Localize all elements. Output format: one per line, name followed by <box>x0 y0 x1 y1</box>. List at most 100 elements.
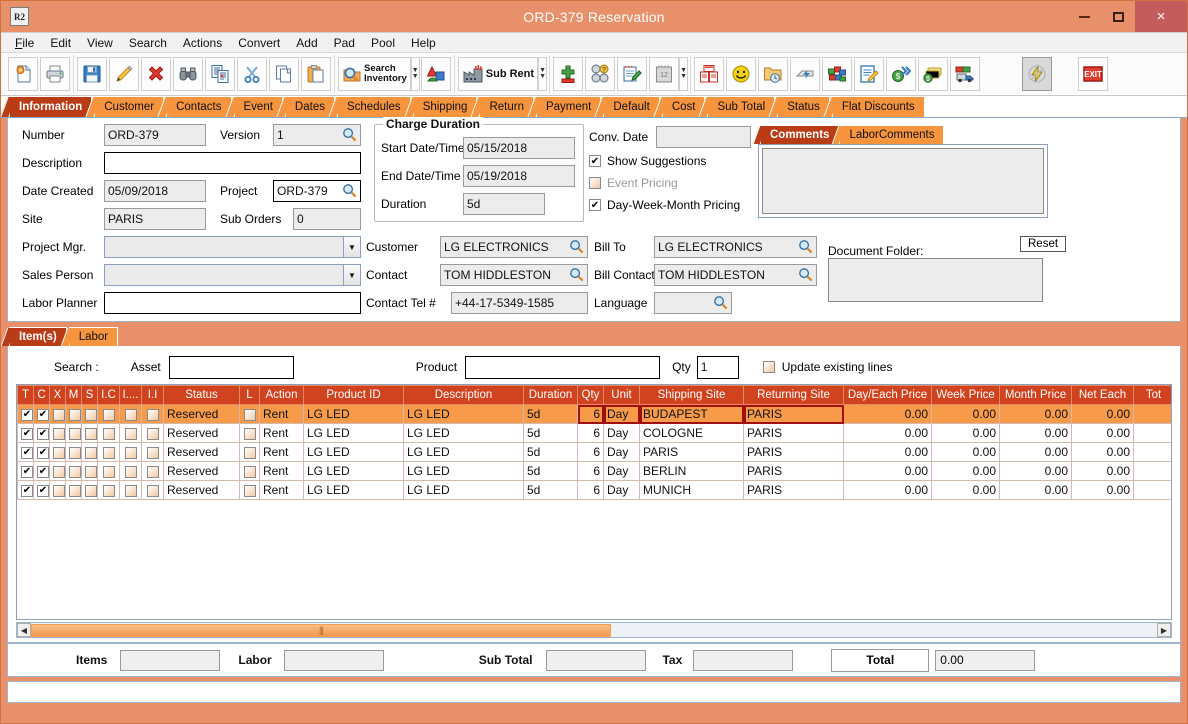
cell-week-price[interactable]: 0.00 <box>931 461 1000 481</box>
cell-net-each[interactable]: 0.00 <box>1071 442 1134 462</box>
col-action[interactable]: Action <box>259 385 304 405</box>
show-suggestions-row[interactable]: Show Suggestions <box>589 154 706 168</box>
customer-field[interactable]: LG ELECTRONICS <box>440 236 588 258</box>
cell-day-each-price[interactable]: 0.00 <box>843 442 932 462</box>
cell-net-each[interactable]: 0.00 <box>1071 461 1134 481</box>
tab-return[interactable]: Return <box>479 96 534 117</box>
edit-form-button[interactable] <box>854 57 885 91</box>
cell-total[interactable] <box>1133 423 1171 443</box>
maximize-button[interactable] <box>1101 1 1135 32</box>
notes-button[interactable] <box>617 57 648 91</box>
items-total-field[interactable] <box>120 649 221 671</box>
help-group-button[interactable]: ? <box>585 57 616 91</box>
project-mgr-dropdown[interactable]: ▼ <box>344 236 361 258</box>
cell-ic[interactable] <box>97 442 120 462</box>
cell-total[interactable] <box>1133 480 1171 500</box>
cell-ic[interactable] <box>97 461 120 481</box>
cell-description[interactable]: LG LED <box>403 404 524 424</box>
cell-status[interactable]: Reserved <box>163 404 240 424</box>
tab-sub-total[interactable]: Sub Total <box>707 96 776 117</box>
cell-i4[interactable] <box>119 404 142 424</box>
show-suggestions-checkbox[interactable] <box>589 155 601 167</box>
power-button[interactable] <box>1022 57 1053 91</box>
col-ii[interactable]: I.I <box>141 385 164 405</box>
col-month-price[interactable]: Month Price <box>999 385 1072 405</box>
menu-help[interactable]: Help <box>411 35 436 50</box>
close-button[interactable]: × <box>1135 1 1187 32</box>
database-button[interactable] <box>822 57 853 91</box>
search-icon[interactable] <box>569 267 584 282</box>
sign-document-button[interactable] <box>205 57 235 91</box>
cell-unit[interactable]: Day <box>603 404 640 424</box>
search-icon[interactable] <box>798 239 813 254</box>
cell-week-price[interactable]: 0.00 <box>931 442 1000 462</box>
cell-product-id[interactable]: LG LED <box>303 480 404 500</box>
cell-status[interactable]: Reserved <box>163 461 240 481</box>
cell-total[interactable] <box>1133 404 1171 424</box>
cell-ii[interactable] <box>141 480 164 500</box>
project-field[interactable]: ORD-379 <box>273 180 361 202</box>
search-icon[interactable] <box>713 295 728 310</box>
sub-rent-dropdown[interactable]: ▼ ▼ <box>538 57 548 91</box>
cell-c[interactable] <box>33 461 50 481</box>
menu-edit[interactable]: Edit <box>50 35 72 50</box>
cell-action[interactable]: Rent <box>259 423 304 443</box>
cell-l[interactable] <box>239 404 260 424</box>
cell-i4[interactable] <box>119 423 142 443</box>
cell-t[interactable] <box>17 461 34 481</box>
cell-duration[interactable]: 5d <box>523 480 578 500</box>
cell-week-price[interactable]: 0.00 <box>931 404 1000 424</box>
cell-t[interactable] <box>17 480 34 500</box>
cell-duration[interactable]: 5d <box>523 404 578 424</box>
cell-returning-site[interactable]: PARIS <box>743 480 844 500</box>
project-mgr-combo[interactable]: ▼ <box>104 236 361 258</box>
exit-button[interactable]: EXIT <box>1078 57 1109 91</box>
cell-x[interactable] <box>49 480 66 500</box>
menu-add[interactable]: Add <box>296 35 318 50</box>
cell-product-id[interactable]: LG LED <box>303 442 404 462</box>
cell-i4[interactable] <box>119 480 142 500</box>
cell-l[interactable] <box>239 423 260 443</box>
tab-flat-discounts[interactable]: Flat Discounts <box>831 96 925 117</box>
cell-unit[interactable]: Day <box>603 480 640 500</box>
grid-horizontal-scrollbar[interactable]: ◀ ||| ▶ <box>16 622 1172 638</box>
sub-orders-field[interactable]: 0 <box>293 208 361 230</box>
scroll-right-arrow-icon[interactable]: ▶ <box>1157 623 1171 637</box>
tab-cost[interactable]: Cost <box>661 96 706 117</box>
cell-shipping-site[interactable]: MUNICH <box>639 480 744 500</box>
cell-shipping-site[interactable]: PARIS <box>639 442 744 462</box>
cell-product-id[interactable]: LG LED <box>303 404 404 424</box>
search-icon[interactable] <box>342 183 357 198</box>
total-button[interactable]: Total <box>831 648 930 672</box>
date-created-field[interactable]: 05/09/2018 <box>104 180 206 202</box>
bill-to-field[interactable]: LG ELECTRONICS <box>654 236 817 258</box>
col-description[interactable]: Description <box>403 385 524 405</box>
cell-l[interactable] <box>239 461 260 481</box>
invoice-button[interactable]: $ <box>918 57 949 91</box>
table-row[interactable]: Reserved Rent LG LED LG LED 5d 6 Day PAR… <box>17 442 1171 462</box>
cell-net-each[interactable]: 0.00 <box>1071 480 1134 500</box>
table-row[interactable]: Reserved Rent LG LED LG LED 5d 6 Day COL… <box>17 423 1171 443</box>
minimize-button[interactable] <box>1067 1 1101 32</box>
col-net-each[interactable]: Net Each <box>1071 385 1134 405</box>
cell-m[interactable] <box>65 423 82 443</box>
keyboard-button[interactable] <box>790 57 821 91</box>
tab-information[interactable]: Information <box>9 96 93 117</box>
col-status[interactable]: Status <box>163 385 240 405</box>
cell-ii[interactable] <box>141 442 164 462</box>
cell-action[interactable]: Rent <box>259 461 304 481</box>
day-week-month-pricing-row[interactable]: Day-Week-Month Pricing <box>589 198 740 212</box>
language-field[interactable] <box>654 292 732 314</box>
sales-person-combo[interactable]: ▼ <box>104 264 361 286</box>
cell-qty[interactable]: 6 <box>577 423 604 443</box>
new-document-button[interactable] <box>8 57 38 91</box>
cell-s[interactable] <box>81 461 98 481</box>
col-t[interactable]: T <box>17 385 34 405</box>
version-field[interactable]: 1 <box>273 124 361 146</box>
calendar-button[interactable]: 12 <box>649 57 680 91</box>
labor-total-field[interactable] <box>283 649 384 671</box>
cell-status[interactable]: Reserved <box>163 442 240 462</box>
col-ic[interactable]: I.C <box>97 385 120 405</box>
cell-duration[interactable]: 5d <box>523 461 578 481</box>
col-i4[interactable]: I.... <box>119 385 142 405</box>
